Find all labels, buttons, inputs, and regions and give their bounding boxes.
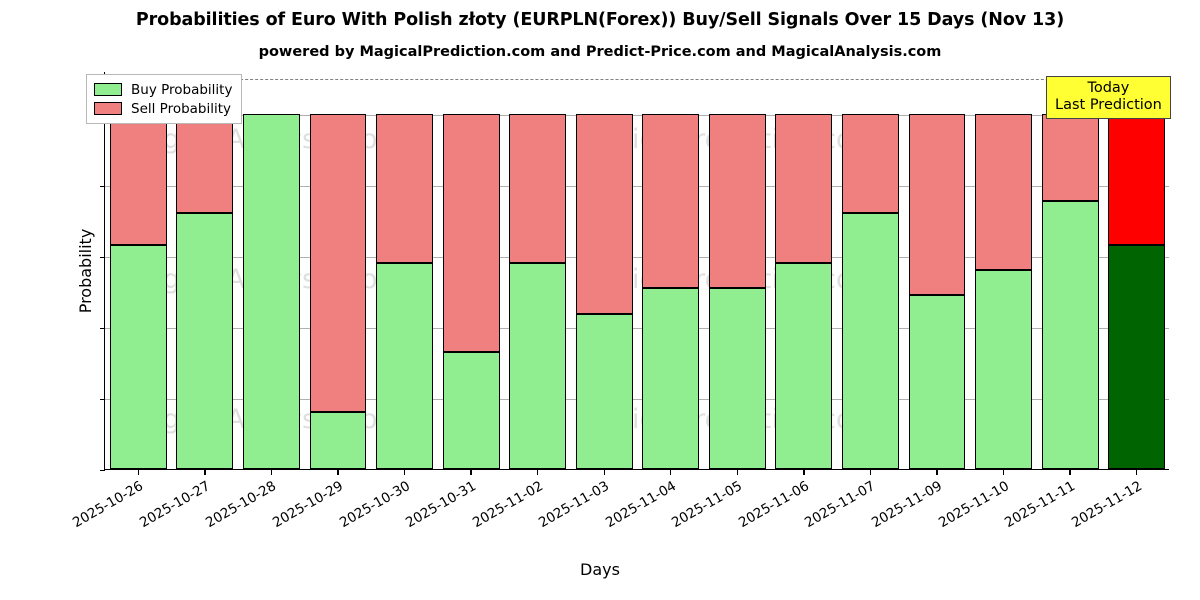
today-annotation-line1: Today bbox=[1087, 80, 1130, 96]
plot-area: 020406080100 MagicalAnalysis.comMagicalP… bbox=[70, 72, 1169, 531]
bar-segment-sell[interactable] bbox=[708, 113, 766, 288]
x-tick-mark bbox=[403, 470, 406, 475]
bar-group[interactable] bbox=[1041, 71, 1099, 469]
legend-item-sell: Sell Probability bbox=[94, 99, 232, 118]
x-tick-mark bbox=[1136, 470, 1138, 475]
today-annotation-line2: Last Prediction bbox=[1055, 96, 1162, 113]
bar-group[interactable] bbox=[309, 71, 367, 469]
chart-legend: Buy Probability Sell Probability bbox=[86, 74, 243, 124]
bar-segment-sell[interactable] bbox=[775, 113, 833, 263]
gridline bbox=[105, 185, 1169, 187]
y-tick-mark bbox=[100, 398, 105, 401]
y-tick-mark bbox=[100, 470, 105, 472]
gridline bbox=[105, 327, 1169, 329]
legend-swatch-buy bbox=[94, 83, 122, 96]
bar-segment-buy[interactable] bbox=[775, 262, 833, 469]
bars-layer bbox=[105, 72, 1169, 469]
x-tick-mark bbox=[603, 470, 605, 475]
bar-segment-buy[interactable] bbox=[509, 262, 567, 469]
bar-segment-buy[interactable] bbox=[975, 270, 1033, 469]
bar-segment-sell[interactable] bbox=[376, 113, 433, 263]
bar-segment-buy[interactable] bbox=[242, 113, 300, 469]
bar-segment-buy[interactable] bbox=[1108, 245, 1166, 469]
bar-segment-buy[interactable] bbox=[109, 245, 167, 469]
bar-group[interactable] bbox=[109, 71, 167, 469]
bar-segment-buy[interactable] bbox=[642, 287, 700, 469]
bar-segment-sell[interactable] bbox=[1108, 113, 1166, 246]
bar-segment-sell[interactable] bbox=[1041, 113, 1099, 201]
x-tick-mark bbox=[337, 470, 339, 475]
bar-segment-sell[interactable] bbox=[642, 113, 700, 288]
y-tick-mark bbox=[100, 185, 105, 188]
x-tick-mark bbox=[736, 470, 739, 475]
bar-segment-buy[interactable] bbox=[842, 213, 899, 469]
gridline bbox=[105, 398, 1169, 400]
bar-segment-sell[interactable] bbox=[442, 113, 500, 352]
bar-segment-sell[interactable] bbox=[975, 113, 1033, 270]
reference-dashed-line bbox=[105, 79, 1169, 81]
bar-group[interactable] bbox=[242, 71, 300, 469]
x-tick-mark bbox=[1002, 470, 1005, 475]
bar-segment-sell[interactable] bbox=[109, 113, 167, 246]
bar-group[interactable] bbox=[376, 71, 433, 469]
bar-group[interactable] bbox=[176, 71, 234, 469]
legend-item-buy: Buy Probability bbox=[94, 80, 232, 99]
bar-segment-buy[interactable] bbox=[1041, 200, 1099, 469]
legend-label-sell: Sell Probability bbox=[131, 100, 232, 117]
y-tick-mark bbox=[100, 256, 105, 259]
bar-group[interactable] bbox=[642, 71, 700, 469]
bar-segment-sell[interactable] bbox=[176, 113, 234, 214]
x-tick-mark bbox=[270, 470, 273, 475]
x-tick-mark bbox=[803, 470, 805, 475]
bar-segment-buy[interactable] bbox=[575, 314, 633, 469]
bar-group[interactable] bbox=[775, 71, 833, 469]
bar-group[interactable] bbox=[708, 71, 766, 469]
x-tick-mark bbox=[204, 470, 206, 475]
bar-segment-buy[interactable] bbox=[708, 287, 766, 469]
x-tick-mark bbox=[137, 470, 139, 475]
gridline bbox=[105, 256, 1169, 258]
bar-group[interactable] bbox=[509, 71, 567, 469]
gridline bbox=[105, 114, 1169, 116]
x-tick-mark bbox=[869, 470, 872, 475]
y-tick-mark bbox=[100, 327, 105, 330]
bar-group[interactable] bbox=[842, 71, 899, 469]
legend-swatch-sell bbox=[94, 102, 122, 115]
bar-group[interactable] bbox=[1108, 71, 1166, 469]
bar-segment-buy[interactable] bbox=[309, 412, 367, 469]
x-tick-mark bbox=[536, 470, 539, 475]
bar-group[interactable] bbox=[442, 71, 500, 469]
bar-segment-sell[interactable] bbox=[908, 113, 966, 295]
bar-segment-sell[interactable] bbox=[842, 113, 899, 214]
chart-subtitle: powered by MagicalPrediction.com and Pre… bbox=[258, 44, 942, 60]
bar-group[interactable] bbox=[908, 71, 966, 469]
y-axis-label: Probability bbox=[75, 228, 95, 313]
bar-segment-sell[interactable] bbox=[575, 113, 633, 315]
page-title: Probabilities of Euro With Polish złoty … bbox=[135, 10, 1065, 30]
bar-segment-sell[interactable] bbox=[309, 113, 367, 413]
bar-segment-buy[interactable] bbox=[908, 294, 966, 469]
today-annotation: Today Last Prediction bbox=[1046, 76, 1171, 119]
bar-group[interactable] bbox=[575, 71, 633, 469]
bar-segment-sell[interactable] bbox=[509, 113, 567, 263]
bar-group[interactable] bbox=[975, 71, 1033, 469]
legend-label-buy: Buy Probability bbox=[131, 81, 233, 98]
bar-segment-buy[interactable] bbox=[442, 351, 500, 469]
x-axis-label: Days bbox=[580, 560, 620, 579]
x-tick-mark bbox=[670, 470, 672, 475]
bar-segment-buy[interactable] bbox=[176, 213, 234, 469]
x-tick-mark bbox=[1069, 470, 1071, 475]
bar-segment-buy[interactable] bbox=[376, 262, 433, 469]
x-tick-mark bbox=[470, 470, 472, 475]
x-tick-mark bbox=[936, 470, 938, 475]
